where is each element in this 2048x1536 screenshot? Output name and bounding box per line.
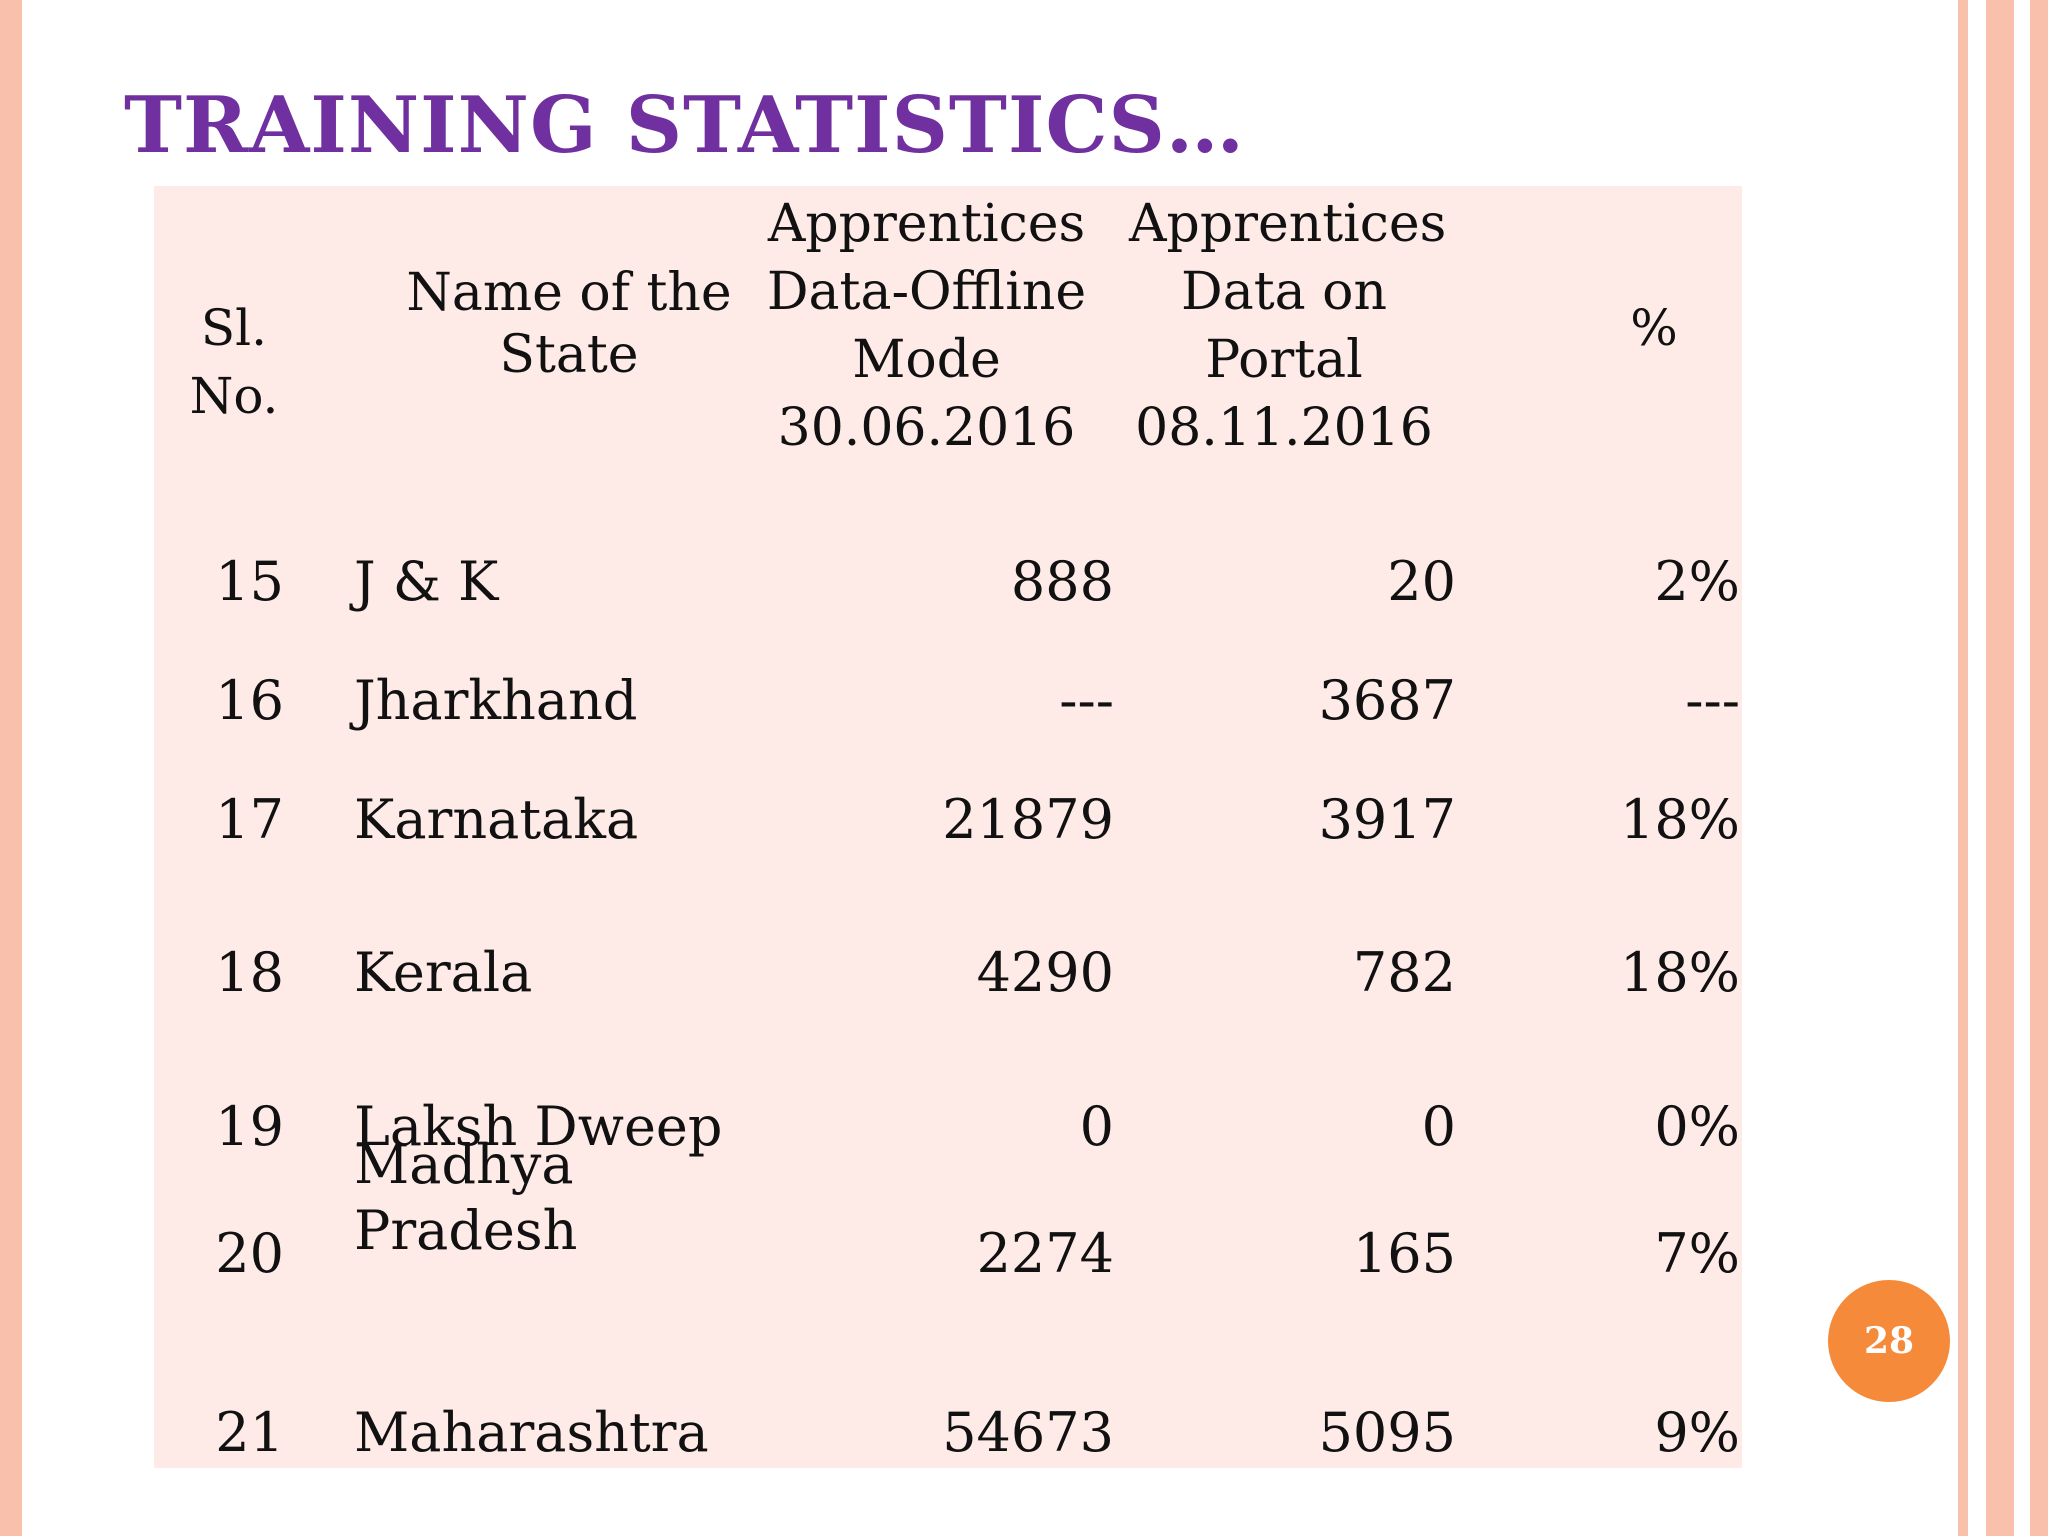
cell-portal-data: 3917 [1318, 788, 1456, 851]
cell-state-name: Madhya Pradesh [354, 1133, 578, 1262]
cell-sl-no: 19 [215, 1095, 284, 1158]
cell-state-name: J & K [354, 550, 499, 613]
cell-offline-data: 0 [1079, 1095, 1114, 1158]
cell-sl-no: 15 [215, 550, 284, 613]
cell-portal-data: 5095 [1318, 1401, 1456, 1464]
cell-offline-data: 4290 [976, 941, 1114, 1004]
cell-portal-data: 0 [1421, 1095, 1456, 1158]
cell-sl-no: 21 [215, 1401, 284, 1464]
cell-state-name: Maharashtra [354, 1401, 709, 1464]
cell-percent: 18% [1619, 941, 1740, 1004]
statistics-table: Sl. No. Name of the State Apprentices Da… [154, 186, 1742, 1468]
page-number-badge: 28 [1828, 1280, 1950, 1402]
cell-state-name: Kerala [354, 941, 533, 1004]
cell-portal-data: 782 [1352, 941, 1456, 1004]
header-portal-data: Apprentices Data on Portal 08.11.2016 [1129, 194, 1447, 458]
cell-offline-data: 2274 [976, 1222, 1114, 1285]
cell-portal-data: 3687 [1318, 669, 1456, 732]
cell-sl-no: 20 [215, 1222, 284, 1285]
header-offline-data: Apprentices Data-Offline Mode 30.06.2016 [766, 194, 1087, 458]
header-sl-no: Sl. No. [189, 299, 279, 425]
cell-percent: 7% [1654, 1222, 1740, 1285]
cell-sl-no: 17 [215, 788, 284, 851]
cell-percent: --- [1685, 669, 1740, 732]
cell-percent: 0% [1654, 1095, 1740, 1158]
cell-state-name: Jharkhand [354, 669, 638, 732]
header-percent: % [1630, 299, 1678, 357]
cell-state-name: Laksh Dweep [354, 1095, 723, 1158]
header-state-name: Name of the State [406, 263, 732, 385]
cell-offline-data: 54673 [942, 1401, 1114, 1464]
cell-sl-no: 18 [215, 941, 284, 1004]
cell-portal-data: 165 [1352, 1222, 1456, 1285]
slide-title: TRAINING STATISTICS… [124, 80, 1245, 171]
cell-sl-no: 16 [215, 669, 284, 732]
cell-state-name: Karnataka [354, 788, 639, 851]
right-border-bar [2030, 0, 2048, 1536]
cell-offline-data: 888 [1010, 550, 1114, 613]
right-border-bar [1958, 0, 1968, 1536]
right-border-bar [1986, 0, 2014, 1536]
cell-percent: 2% [1654, 550, 1740, 613]
cell-offline-data: 21879 [942, 788, 1114, 851]
left-border-bar [0, 0, 22, 1536]
cell-percent: 9% [1654, 1401, 1740, 1464]
cell-portal-data: 20 [1387, 550, 1456, 613]
cell-percent: 18% [1619, 788, 1740, 851]
cell-offline-data: --- [1059, 669, 1114, 732]
